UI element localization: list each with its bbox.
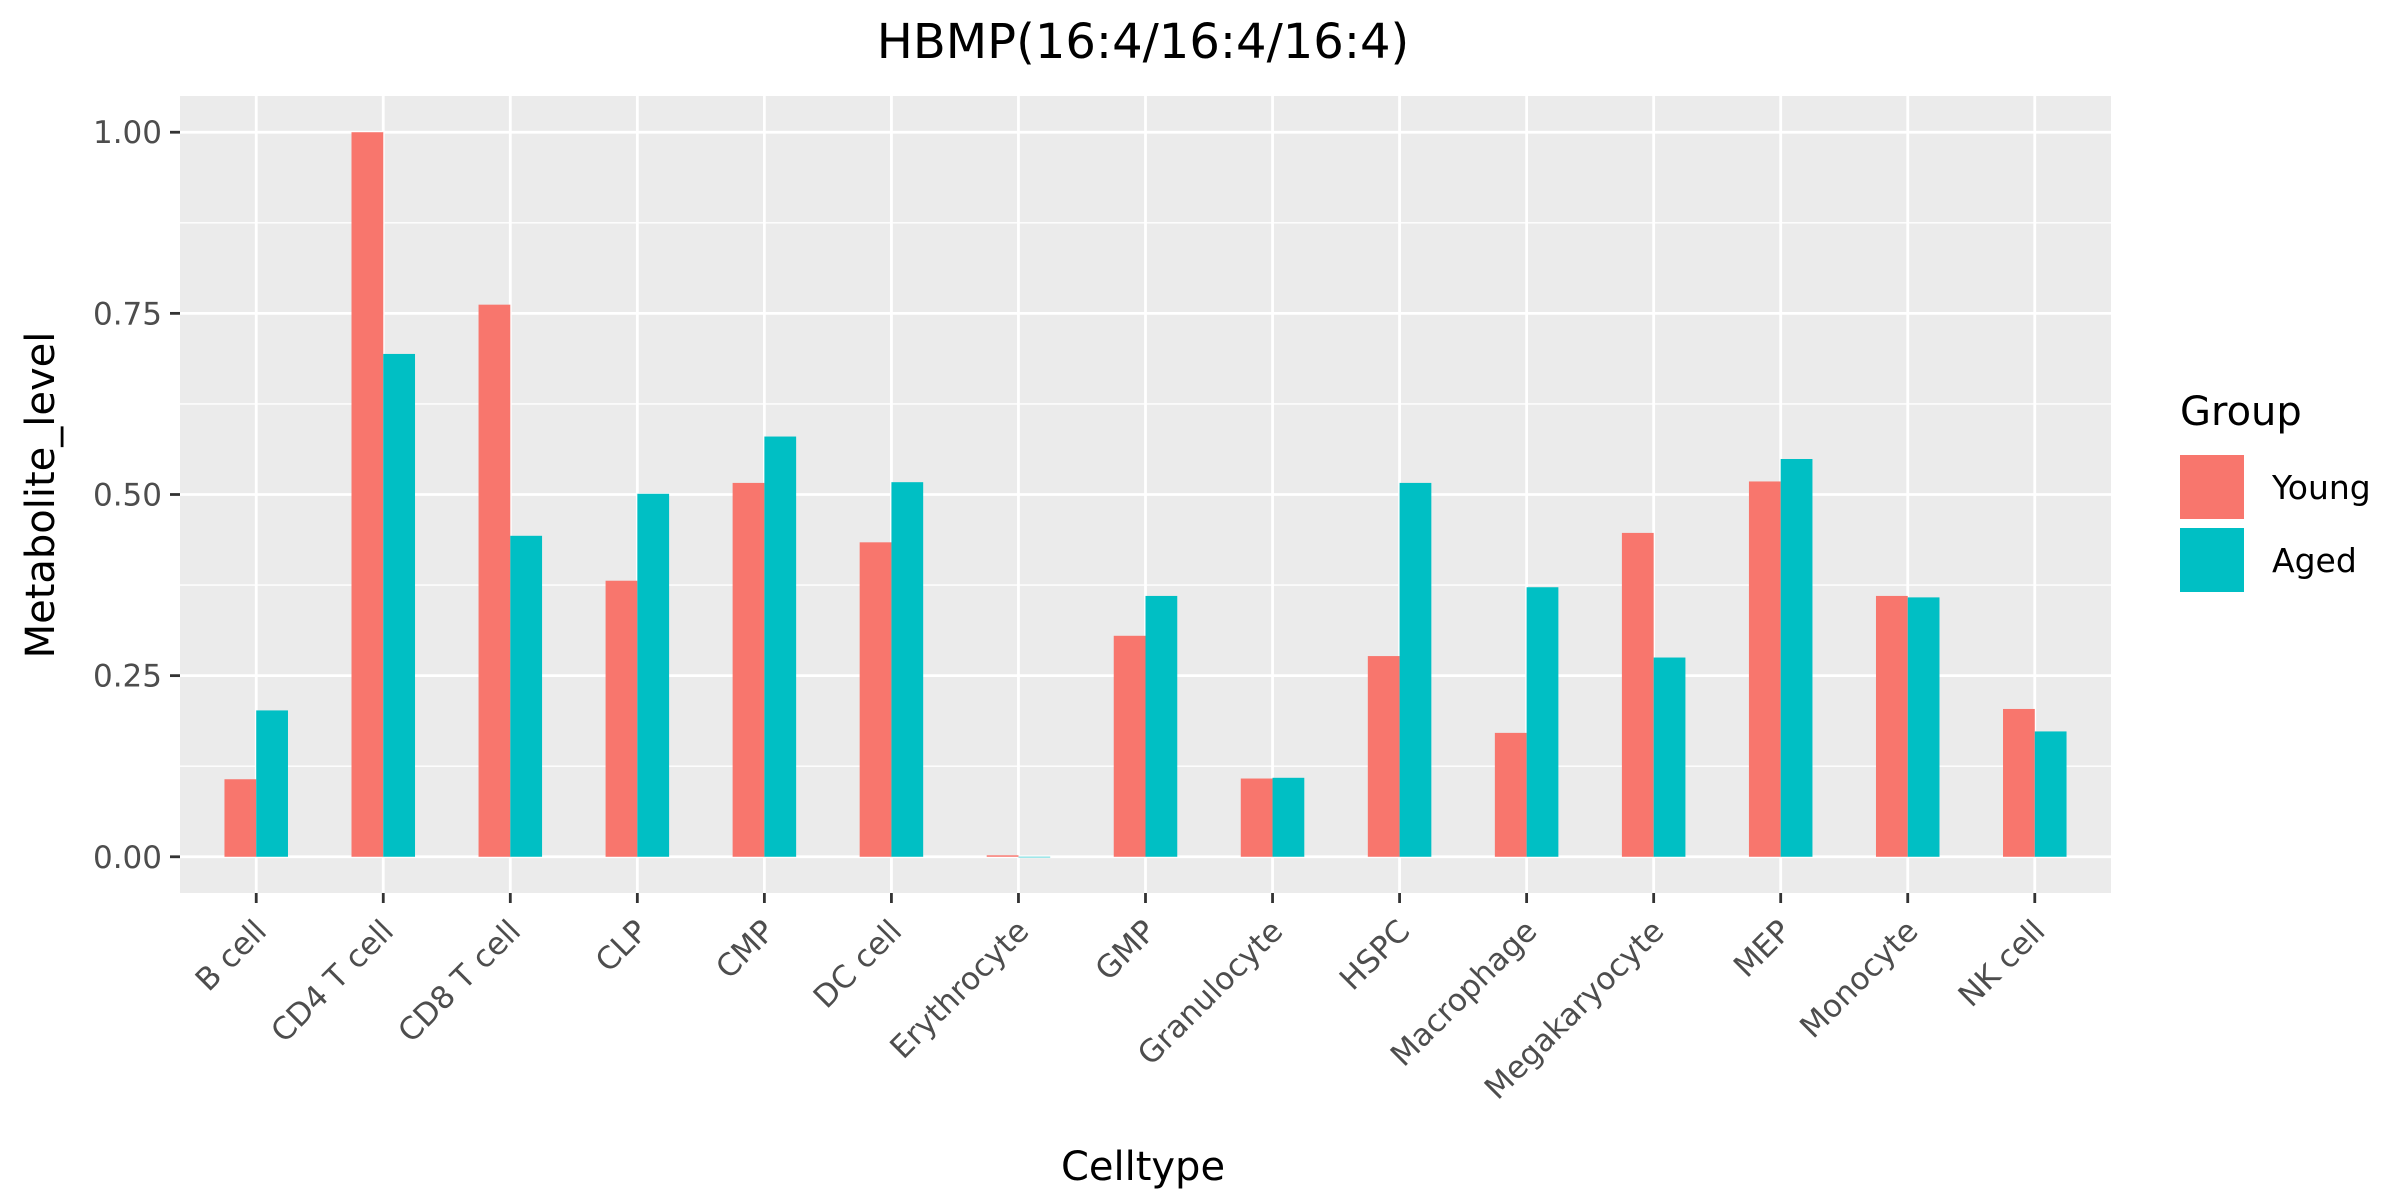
bar-aged-nk-cell <box>2034 731 2067 857</box>
bar-young-macrophage <box>1494 732 1527 857</box>
chart-title: HBMP(16:4/16:4/16:4) <box>877 14 1410 70</box>
legend-items: Young Aged <box>2180 455 2371 592</box>
bar-young-cd4-t-cell <box>351 132 384 857</box>
bar-young-dc-cell <box>859 542 892 857</box>
bar-young-granulocyte <box>1240 778 1273 857</box>
bar-young-hspc <box>1367 656 1400 857</box>
legend-label-aged: Aged <box>2272 541 2357 580</box>
legend-title: Group <box>2180 389 2302 435</box>
x-tick-label: B cell <box>189 913 274 998</box>
x-tick-label: HSPC <box>1333 913 1417 997</box>
bar-young-mep <box>1748 481 1781 857</box>
y-tick-label: 0.00 <box>93 840 162 876</box>
bar-young-gmp <box>1113 635 1146 857</box>
bar-young-clp <box>605 580 638 857</box>
y-tick-label: 1.00 <box>93 115 162 151</box>
bar-young-erythrocyte <box>986 855 1019 857</box>
legend: Group Young Aged <box>2180 389 2371 592</box>
bar-aged-monocyte <box>1907 597 1940 857</box>
bar-young-b-cell <box>224 779 257 857</box>
y-axis: 0.00 0.25 0.50 0.75 1.00 <box>93 115 180 876</box>
bar-aged-mep <box>1780 458 1813 857</box>
bar-aged-megakaryocyte <box>1653 657 1686 857</box>
legend-key-aged <box>2180 528 2244 592</box>
bar-aged-erythrocyte <box>1018 856 1051 858</box>
bar-aged-clp <box>637 493 670 857</box>
x-tick-label: CLP <box>589 913 655 979</box>
bars-group <box>224 132 2067 858</box>
bar-young-nk-cell <box>2003 708 2035 857</box>
bar-aged-granulocyte <box>1272 777 1305 857</box>
y-axis-title: Metabolite_level <box>18 332 64 659</box>
bar-aged-b-cell <box>256 710 288 857</box>
bar-aged-cd4-t-cell <box>383 353 416 857</box>
y-tick-label: 0.25 <box>93 659 162 695</box>
bar-young-megakaryocyte <box>1621 532 1654 857</box>
x-tick-label: Monocyte <box>1793 913 1925 1045</box>
x-axis-title: Celltype <box>1061 1144 1225 1190</box>
bar-aged-hspc <box>1399 482 1432 857</box>
bar-aged-cmp <box>764 436 797 857</box>
legend-key-young <box>2180 455 2244 519</box>
bar-young-monocyte <box>1875 595 1908 857</box>
bar-young-cmp <box>732 482 765 857</box>
bar-aged-gmp <box>1145 595 1178 857</box>
x-tick-label: CMP <box>709 913 782 986</box>
bar-young-cd8-t-cell <box>478 304 511 857</box>
bar-aged-cd8-t-cell <box>510 535 543 857</box>
x-tick-label: CD8 T cell <box>391 913 528 1050</box>
x-tick-label: NK cell <box>1952 913 2053 1014</box>
y-tick-label: 0.50 <box>93 478 162 514</box>
x-tick-label: MEP <box>1727 913 1798 984</box>
x-tick-label: GMP <box>1089 913 1164 988</box>
x-tick-label: CD4 T cell <box>264 913 401 1050</box>
y-tick-label: 0.75 <box>93 296 162 332</box>
x-tick-label: DC cell <box>807 913 909 1015</box>
legend-label-young: Young <box>2271 468 2371 507</box>
bar-aged-dc-cell <box>891 482 924 857</box>
bar-aged-macrophage <box>1526 587 1559 857</box>
